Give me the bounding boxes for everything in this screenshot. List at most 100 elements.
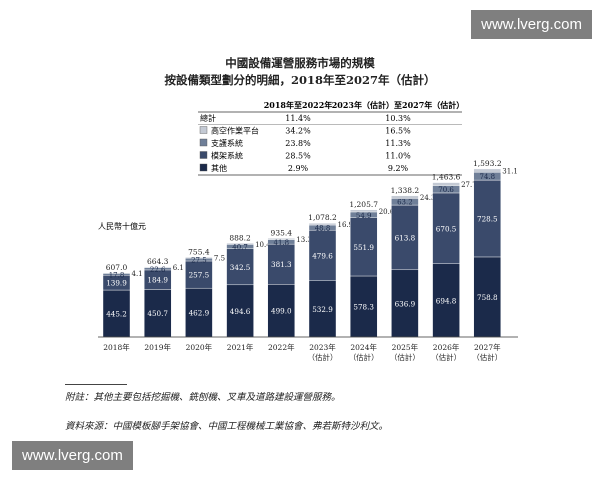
source-note: 資料來源：中國模板腳手架協會、中國工程機械工業協會、弗若斯特沙利文。 <box>65 421 389 432</box>
data-label-0-2: 17.8 <box>109 271 125 279</box>
data-label-2-2: 27.5 <box>191 257 207 265</box>
legend-cagr1-0: 11.4% <box>285 114 311 123</box>
x-tick-label-9: 2027年 <box>474 342 501 352</box>
total-label-7: 1,338.2 <box>391 186 420 195</box>
bar-6-series-1 <box>350 217 378 277</box>
bar-1-series-0 <box>143 289 172 338</box>
data-label-9-1: 728.5 <box>477 215 498 224</box>
legend-label-0: 總計 <box>200 113 216 123</box>
total-label-0: 607.0 <box>106 263 128 272</box>
bar-8-series-3 <box>432 182 460 186</box>
x-tick-label-2: 2020年 <box>186 342 213 352</box>
legend-label-1: 高空作業平台 <box>211 126 259 136</box>
data-label-5-3: 16.9 <box>338 221 354 229</box>
y-axis-label: 人民幣十億元 <box>98 221 146 231</box>
legend-cagr2-0: 10.3% <box>385 114 411 123</box>
bar-7-series-1 <box>391 204 419 271</box>
data-label-4-2: 41.8 <box>274 239 290 247</box>
x-tick-label-8: 2026年 <box>433 342 460 352</box>
bar-5-series-3 <box>308 223 337 226</box>
data-label-5-0: 532.9 <box>312 305 333 314</box>
total-label-6: 1,205.7 <box>349 200 378 209</box>
legend-cagr1-3: 28.5% <box>285 152 311 161</box>
bar-5-series-0 <box>308 280 337 338</box>
bar-6-series-3 <box>350 209 378 213</box>
total-label-5: 1,078.2 <box>308 213 337 222</box>
footnote: 附註：其他主要包括挖掘機、銑刨機、叉車及道路建設運營服務。 <box>65 392 341 403</box>
data-label-3-2: 40.7 <box>232 244 248 252</box>
bar-1-series-3 <box>143 266 172 268</box>
legend-cagr2-4: 9.2% <box>388 164 409 173</box>
data-label-1-2: 22.6 <box>150 266 166 274</box>
data-label-9-3: 31.1 <box>502 168 518 176</box>
legend-cagr1-4: 2.9% <box>288 164 309 173</box>
x-tick-label-9-sub: （估計） <box>472 352 502 362</box>
x-tick-label-7: 2025年 <box>392 342 419 352</box>
legend-swatch-4 <box>199 163 208 172</box>
data-label-4-0: 499.0 <box>271 307 292 316</box>
data-label-1-0: 450.7 <box>147 309 168 318</box>
legend-cagr2-3: 11.0% <box>385 152 411 161</box>
data-label-3-1: 342.5 <box>230 263 251 272</box>
data-label-8-0: 694.8 <box>436 296 457 305</box>
bar-2-series-3 <box>185 257 213 259</box>
bar-4-series-3 <box>267 238 295 240</box>
data-label-5-2: 48.8 <box>315 225 331 233</box>
bar-4-series-0 <box>267 284 295 338</box>
data-label-6-1: 551.9 <box>353 243 374 252</box>
x-tick-label-8-sub: （估計） <box>431 352 461 362</box>
data-label-8-1: 670.5 <box>436 224 457 233</box>
x-tick-label-6: 2024年 <box>350 342 377 352</box>
x-tick-label-1: 2019年 <box>144 342 171 352</box>
legend-swatch-2 <box>199 138 208 147</box>
data-label-2-3: 7.5 <box>214 255 225 263</box>
bar-6-series-0 <box>350 275 378 338</box>
x-tick-label-0: 2018年 <box>103 342 130 352</box>
x-tick-label-3: 2021年 <box>227 342 254 352</box>
data-label-1-1: 184.9 <box>147 276 168 285</box>
legend-cagr2-2: 11.3% <box>385 139 411 148</box>
legend-cagr1-1: 34.2% <box>285 127 311 136</box>
x-tick-label-5-sub: （估計） <box>308 352 338 362</box>
bar-3-series-0 <box>226 284 254 338</box>
stacked-bar-chart: 2018年至2022年 2023年（估計）至2027年（估計） 總計 11.4% 10.… <box>98 100 518 362</box>
x-tick-label-5: 2023年 <box>309 342 336 352</box>
data-label-6-3: 20.6 <box>379 208 395 216</box>
x-tick-label-6-sub: （估計） <box>349 352 379 362</box>
data-label-1-3: 6.1 <box>173 264 184 272</box>
data-label-0-1: 139.9 <box>106 279 127 288</box>
legend-swatch-1 <box>199 126 208 134</box>
bar-8-series-0 <box>432 263 460 338</box>
data-label-9-0: 758.8 <box>477 293 498 302</box>
data-label-7-0: 636.9 <box>395 299 416 308</box>
data-label-6-0: 578.3 <box>353 302 374 311</box>
data-label-0-0: 445.2 <box>106 310 127 319</box>
data-label-6-2: 54.9 <box>356 212 372 220</box>
legend-cagr2-1: 16.5% <box>385 127 411 136</box>
bar-3-series-3 <box>226 243 254 245</box>
data-label-2-0: 462.9 <box>189 309 210 318</box>
data-label-2-1: 257.5 <box>189 271 210 280</box>
total-label-8: 1,463.6 <box>432 173 461 182</box>
bar-9-series-0 <box>473 256 501 338</box>
chart-subtitle: 按設備類型劃分的明細，2018年至2027年（估計） <box>164 73 436 87</box>
data-label-8-2: 70.6 <box>438 186 454 194</box>
bar-7-series-0 <box>391 269 419 338</box>
bar-0-series-0 <box>102 289 131 338</box>
data-label-7-2: 63.2 <box>397 199 413 207</box>
chart-title: 中國設備運營服務市場的規模 <box>225 56 375 70</box>
data-label-0-3: 4.1 <box>132 270 143 278</box>
data-label-3-0: 494.6 <box>230 307 251 316</box>
data-label-8-3: 27.7 <box>461 181 477 189</box>
legend-header-cagr2: 2023年（估計）至2027年（估計） <box>332 100 465 110</box>
legend-label-4: 其他 <box>211 163 227 173</box>
watermark-top: www.lverg.com <box>471 10 592 39</box>
watermark-bottom: www.lverg.com <box>12 441 133 470</box>
bar-9-series-3 <box>473 168 501 173</box>
bar-4-series-1 <box>267 243 295 285</box>
data-label-7-1: 613.8 <box>395 233 416 242</box>
legend-header-cagr1: 2018年至2022年 <box>264 100 333 110</box>
legend-cagr1-2: 23.8% <box>285 139 311 148</box>
legend-label-3: 模架系統 <box>211 151 243 161</box>
bar-9-series-1 <box>473 179 501 258</box>
